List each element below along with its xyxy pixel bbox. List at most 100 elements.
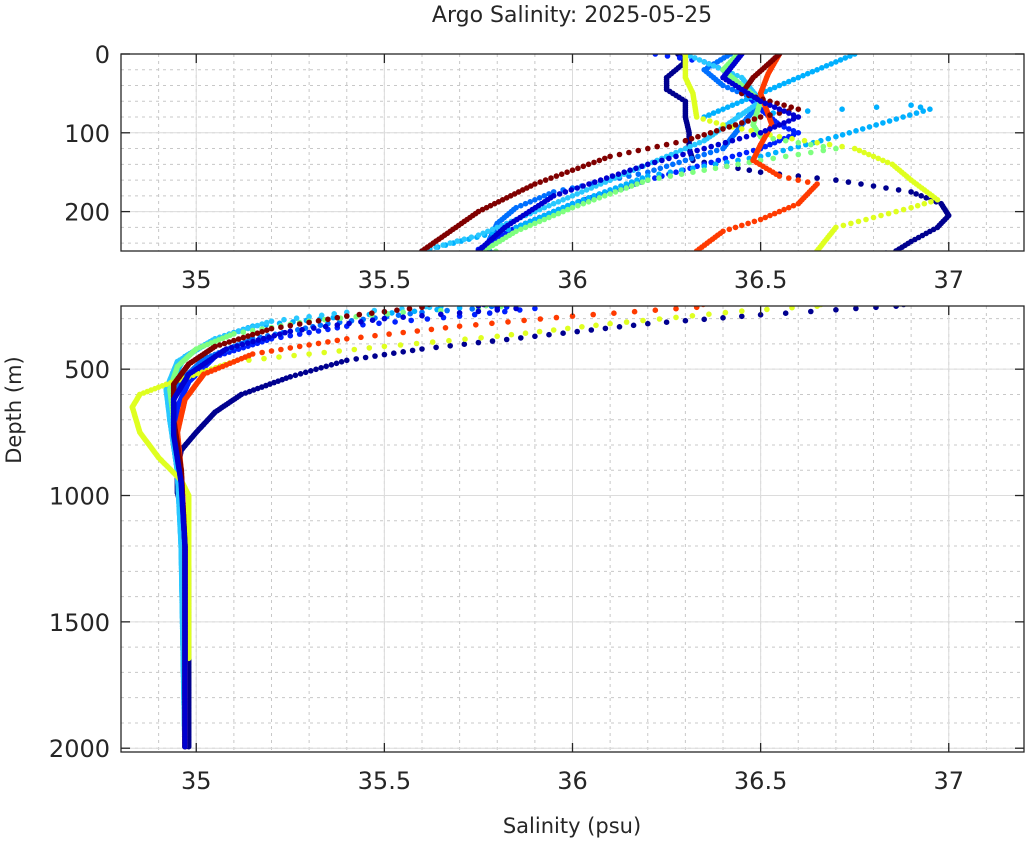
- data-point: [168, 538, 174, 544]
- data-point: [167, 500, 173, 506]
- data-point: [164, 506, 170, 512]
- data-point: [693, 292, 699, 298]
- data-point: [175, 768, 181, 774]
- data-point: [173, 707, 179, 713]
- data-point: [173, 699, 179, 705]
- data-point: [188, 398, 194, 404]
- data-point: [476, 256, 482, 262]
- data-point: [167, 496, 173, 502]
- data-point: [190, 447, 196, 453]
- data-point: [175, 762, 181, 768]
- data-point: [164, 512, 170, 518]
- data-point: [510, 351, 516, 357]
- data-point: [170, 573, 176, 579]
- data-point: [821, 148, 827, 154]
- data-point: [168, 502, 174, 508]
- data-point: [171, 660, 177, 666]
- data-point: [507, 264, 513, 270]
- data-point: [908, 189, 914, 195]
- data-point: [526, 258, 532, 264]
- data-point: [173, 595, 179, 601]
- data-point: [171, 692, 177, 698]
- data-point: [167, 587, 173, 593]
- data-point: [167, 593, 173, 599]
- lower-grid: [121, 306, 1024, 752]
- data-point: [239, 380, 245, 386]
- data-point: [172, 692, 178, 698]
- data-point: [172, 697, 178, 703]
- data-point: [175, 808, 181, 814]
- data-point: [163, 510, 169, 516]
- data-point: [700, 116, 706, 122]
- data-point: [175, 790, 181, 796]
- data-point: [173, 607, 179, 613]
- data-point: [171, 599, 177, 605]
- data-point: [222, 386, 228, 392]
- data-point: [175, 758, 181, 764]
- data-point: [176, 825, 182, 831]
- data-point: [340, 286, 346, 292]
- data-point: [173, 709, 179, 715]
- data-point: [176, 827, 182, 833]
- data-point: [172, 709, 178, 715]
- data-point: [281, 477, 287, 483]
- data-point: [171, 650, 177, 656]
- data-point: [167, 526, 173, 532]
- data-point: [175, 833, 181, 839]
- data-point: [169, 640, 175, 646]
- data-point: [177, 814, 183, 820]
- data-point: [256, 504, 262, 510]
- data-point: [167, 567, 173, 573]
- data-point: [636, 171, 642, 177]
- data-point: [521, 254, 527, 260]
- data-point: [209, 591, 215, 597]
- data-point: [175, 770, 181, 776]
- data-point: [168, 573, 174, 579]
- data-point: [487, 359, 493, 365]
- data-point: [171, 640, 177, 646]
- data-point: [176, 835, 182, 841]
- data-point: [777, 134, 783, 140]
- data-point: [175, 697, 181, 703]
- data-point: [175, 768, 181, 774]
- data-point: [176, 825, 182, 831]
- data-point: [499, 254, 505, 260]
- data-point: [171, 613, 177, 619]
- data-point: [167, 560, 173, 566]
- data-point: [175, 758, 181, 764]
- data-point: [170, 660, 176, 666]
- data-point: [913, 191, 919, 197]
- data-point: [177, 816, 183, 822]
- data-point: [365, 408, 371, 414]
- data-point: [174, 745, 180, 751]
- data-point: [171, 636, 177, 642]
- data-point: [322, 437, 328, 443]
- data-point: [176, 827, 182, 833]
- data-point: [164, 528, 170, 534]
- data-point: [168, 617, 174, 623]
- data-point: [313, 294, 319, 300]
- data-point: [327, 290, 333, 296]
- data-point: [178, 831, 184, 837]
- data-point: [171, 674, 177, 680]
- data-point: [425, 380, 431, 386]
- data-point: [167, 561, 173, 567]
- data-point: [167, 593, 173, 599]
- data-point: [170, 652, 176, 658]
- data-point: [189, 475, 195, 481]
- data-point: [299, 299, 305, 305]
- data-point: [275, 483, 281, 489]
- data-point: [419, 268, 425, 274]
- data-point: [167, 506, 173, 512]
- data-point: [335, 426, 341, 432]
- data-point: [618, 187, 624, 193]
- data-point: [177, 804, 183, 810]
- data-point: [510, 252, 516, 258]
- data-point: [171, 638, 177, 644]
- data-point: [171, 632, 177, 638]
- data-point: [230, 376, 236, 382]
- data-point: [173, 735, 179, 741]
- data-point: [172, 526, 178, 532]
- data-point: [171, 658, 177, 664]
- data-point: [710, 288, 716, 294]
